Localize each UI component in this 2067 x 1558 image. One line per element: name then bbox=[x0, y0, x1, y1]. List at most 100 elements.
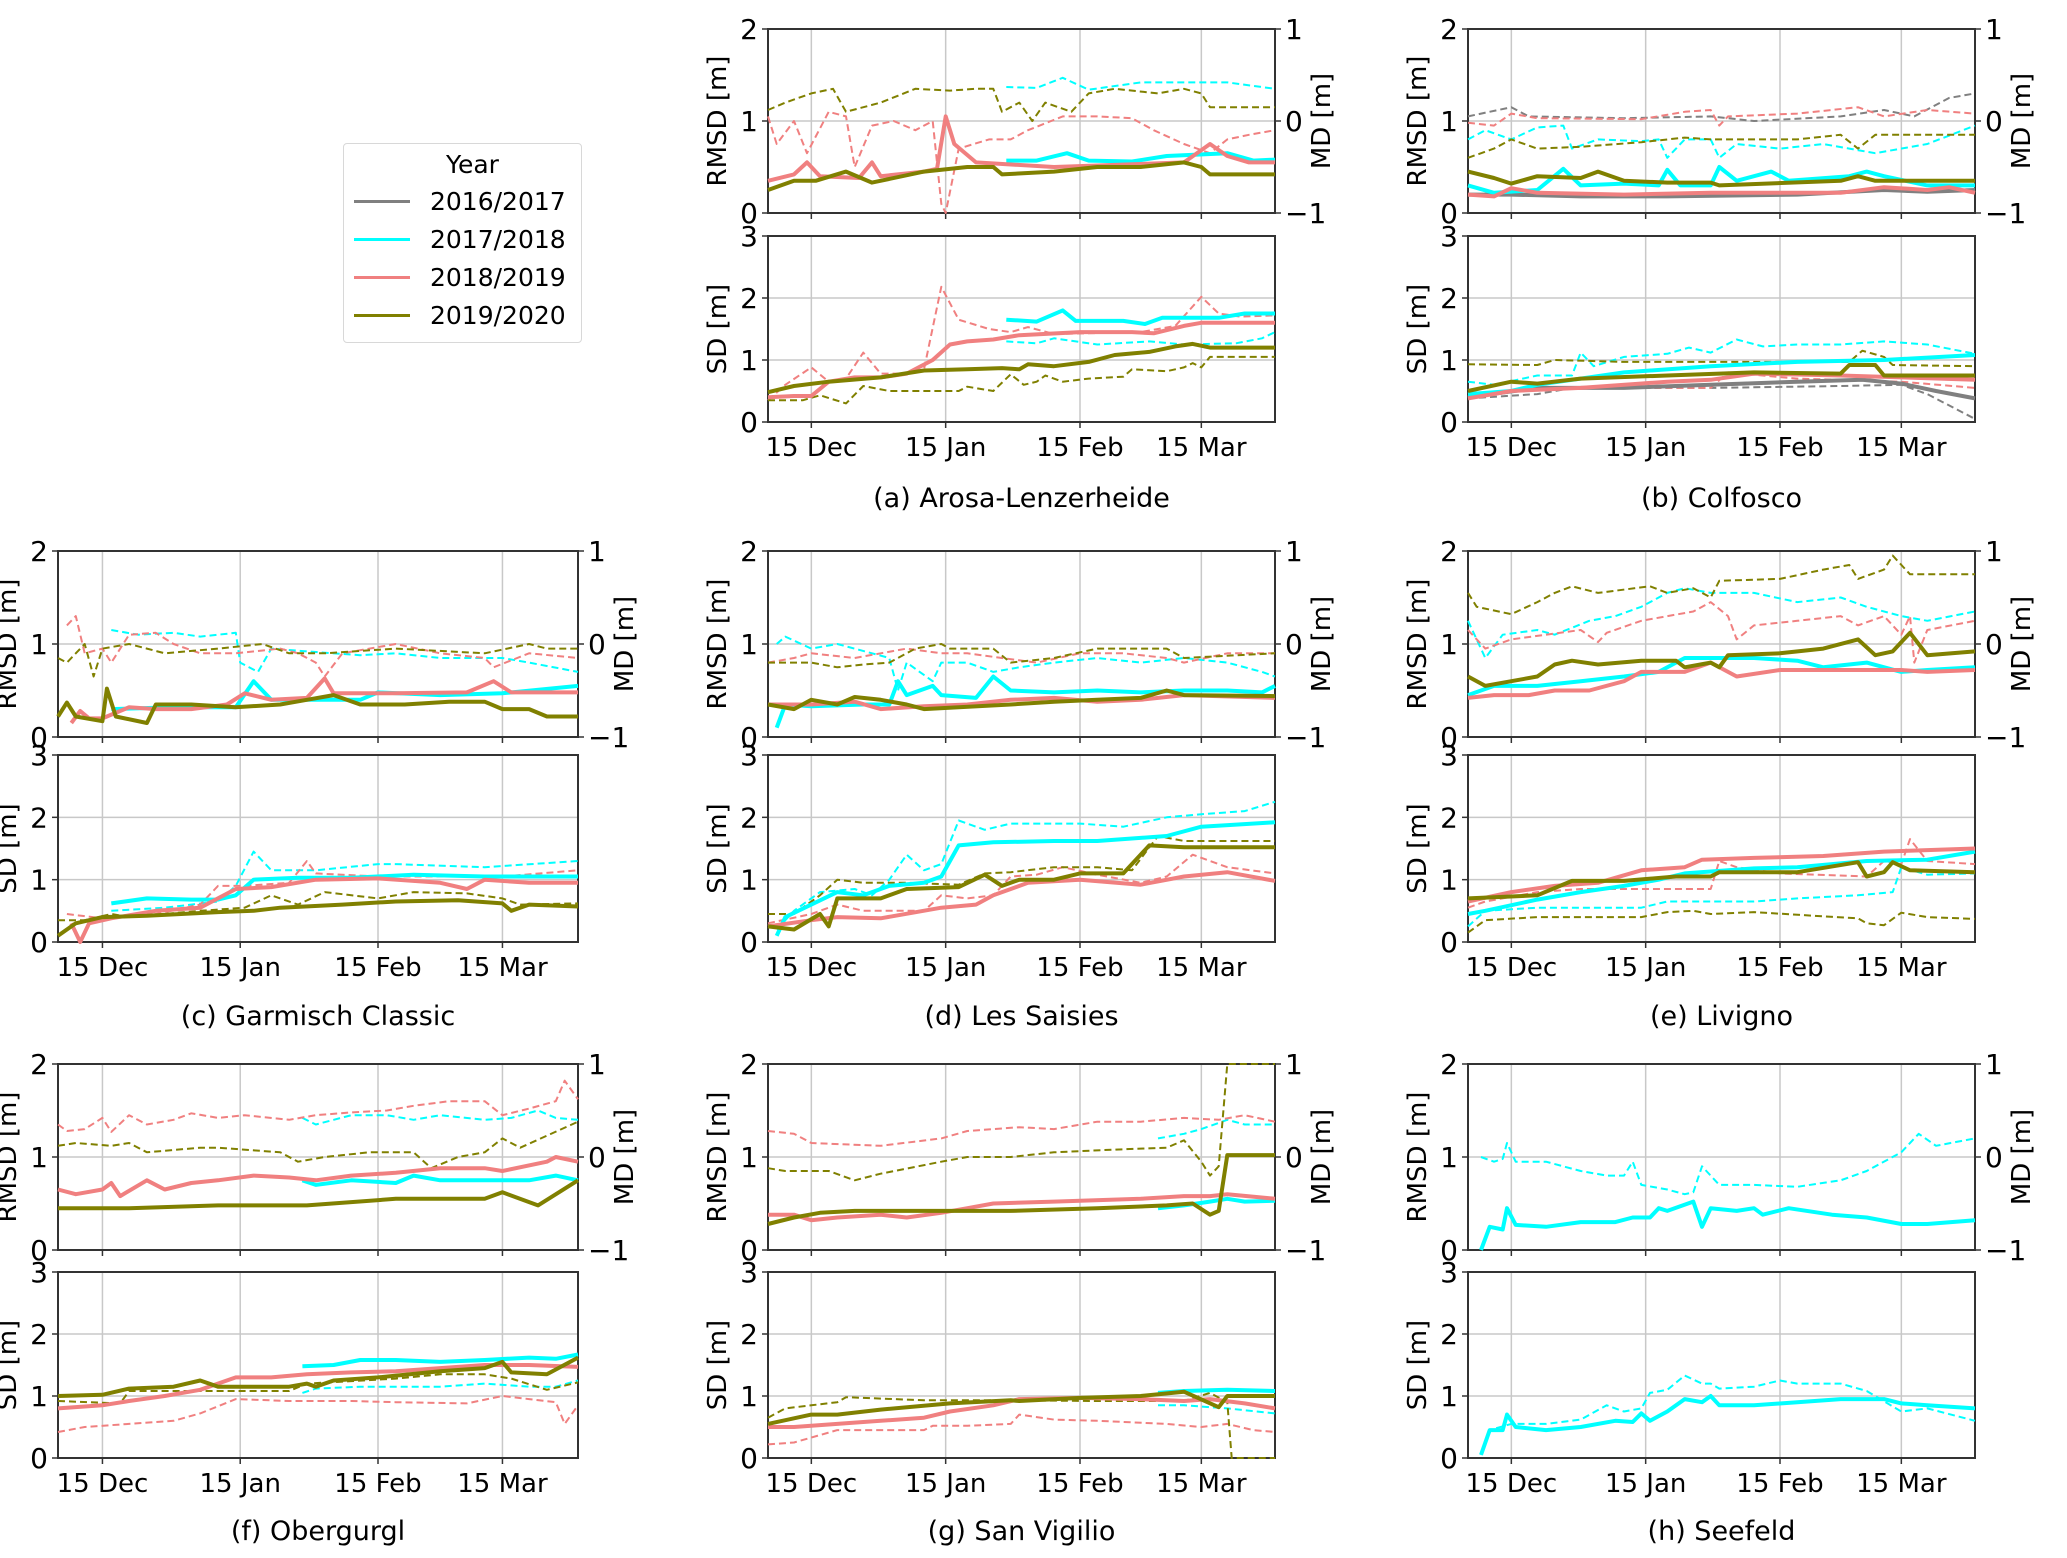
y-axis-label: SD [m] bbox=[1403, 1320, 1433, 1410]
rmsd-line-2019-2020 bbox=[767, 1153, 1275, 1226]
md-line-2017-2018 bbox=[1157, 1118, 1275, 1140]
x-tick-label: 15 Dec bbox=[57, 953, 149, 983]
md-line-2018-2019 bbox=[1467, 106, 1976, 127]
y-axis-label-right: MD [m] bbox=[1307, 73, 1337, 169]
sd-ref-line-2018-2019 bbox=[57, 1395, 579, 1433]
y-tick-label: 0 bbox=[30, 1442, 48, 1475]
y-tick-label-right: 0 bbox=[1985, 628, 2003, 661]
x-tick-label: 15 Dec bbox=[765, 1469, 857, 1499]
rmsd-line-2019-2020 bbox=[56, 686, 578, 725]
y-tick-label: 0 bbox=[30, 926, 48, 959]
panel-title: (f) Obergurgl bbox=[231, 1516, 405, 1547]
sd-ref-line-2016-2017 bbox=[1467, 383, 1976, 420]
sd-ref-line-2017-2018 bbox=[1467, 338, 1976, 386]
rmsd-line-2019-2020 bbox=[58, 1178, 580, 1211]
md-line-2018-2019 bbox=[767, 110, 1276, 214]
y-tick-label: 0 bbox=[1440, 721, 1458, 754]
y-tick-label: 2 bbox=[740, 535, 758, 568]
panel-title: (e) Livigno bbox=[1650, 1001, 1793, 1032]
x-tick-label: 15 Jan bbox=[200, 1469, 281, 1499]
x-tick-label: 15 Mar bbox=[1156, 953, 1247, 983]
y-axis-label-right: MD [m] bbox=[1307, 596, 1337, 692]
x-tick-label: 15 Dec bbox=[1465, 953, 1557, 983]
y-tick-label: 1 bbox=[1440, 864, 1458, 897]
y-axis-label: RMSD [m] bbox=[703, 579, 733, 710]
x-tick-label: 15 Jan bbox=[1605, 953, 1686, 983]
y-axis-label-right: MD [m] bbox=[1307, 1109, 1337, 1205]
y-tick-label: 1 bbox=[740, 864, 758, 897]
legend-entry: 2019/2020 bbox=[354, 296, 566, 334]
y-tick-label: 3 bbox=[1440, 739, 1458, 772]
y-tick-label-right: 0 bbox=[1285, 1141, 1303, 1174]
legend-swatch bbox=[354, 313, 410, 317]
panel-title: (a) Arosa-Lenzerheide bbox=[873, 483, 1170, 514]
md-line-2019-2020 bbox=[1467, 554, 1975, 616]
y-tick-label: 3 bbox=[1440, 1256, 1458, 1289]
x-tick-label: 15 Mar bbox=[1856, 1469, 1947, 1499]
y-tick-label: 3 bbox=[30, 1256, 48, 1289]
y-tick-label-right: −1 bbox=[1985, 721, 2026, 754]
rmsd-line-2017-2018 bbox=[1479, 1199, 1976, 1251]
y-tick-label: 1 bbox=[1440, 105, 1458, 138]
x-tick-label: 15 Feb bbox=[1736, 1469, 1823, 1499]
y-tick-label-right: 1 bbox=[1985, 13, 2003, 46]
y-tick-label-right: 1 bbox=[588, 1048, 606, 1081]
x-tick-label: 15 Feb bbox=[1736, 953, 1823, 983]
y-tick-label-right: 1 bbox=[1285, 1048, 1303, 1081]
md-line-2017-2018 bbox=[1006, 76, 1276, 91]
y-tick-label-right: −1 bbox=[588, 721, 629, 754]
legend: Year 2016/2017 2017/2018 2018/2019 2019/… bbox=[343, 143, 582, 343]
y-tick-label-right: 0 bbox=[1285, 105, 1303, 138]
md-line-2017-2018 bbox=[1467, 587, 1976, 659]
y-tick-label: 3 bbox=[740, 739, 758, 772]
y-tick-label: 0 bbox=[30, 1234, 48, 1267]
y-tick-label: 1 bbox=[1440, 1141, 1458, 1174]
y-tick-label-right: −1 bbox=[1285, 721, 1326, 754]
md-line-2019-2020 bbox=[767, 1063, 1275, 1182]
y-tick-label: 1 bbox=[740, 1141, 758, 1174]
x-tick-label: 15 Mar bbox=[1156, 433, 1247, 463]
y-axis-label: RMSD [m] bbox=[1403, 579, 1433, 710]
y-tick-label: 1 bbox=[1440, 1380, 1458, 1413]
y-tick-label: 0 bbox=[740, 197, 758, 230]
rmsd-line-2017-2018 bbox=[1006, 151, 1276, 164]
md-line-2017-2018 bbox=[776, 635, 1276, 692]
sd-line-2017-2018 bbox=[774, 820, 1276, 937]
y-tick-label: 2 bbox=[740, 1048, 758, 1081]
sd-ref-line-2019-2020 bbox=[768, 355, 1275, 405]
sd-ref-line-2018-2019 bbox=[767, 853, 1276, 925]
y-tick-label: 1 bbox=[30, 628, 48, 661]
x-tick-label: 15 Feb bbox=[334, 953, 421, 983]
rmsd-line-2019-2020 bbox=[767, 688, 1276, 712]
x-tick-label: 15 Feb bbox=[1736, 433, 1823, 463]
y-tick-label: 0 bbox=[740, 1234, 758, 1267]
rmsd-line-2018-2019 bbox=[1467, 185, 1976, 199]
sd-line-2018-2019 bbox=[69, 876, 578, 944]
y-tick-label-right: 1 bbox=[1285, 13, 1303, 46]
legend-title: Year bbox=[446, 150, 499, 179]
md-line-2019-2020 bbox=[57, 1120, 579, 1170]
y-tick-label: 1 bbox=[740, 1380, 758, 1413]
y-tick-label: 1 bbox=[740, 628, 758, 661]
x-tick-label: 15 Feb bbox=[334, 1469, 421, 1499]
panel-title: (h) Seefeld bbox=[1648, 1516, 1796, 1547]
y-tick-label-right: 0 bbox=[1985, 1141, 2003, 1174]
rmsd-line-2017-2018 bbox=[301, 1173, 579, 1187]
y-tick-label: 2 bbox=[30, 1318, 48, 1351]
rmsd-line-2018-2019 bbox=[1467, 660, 1976, 700]
y-tick-label: 1 bbox=[30, 864, 48, 897]
md-line-2019-2020 bbox=[768, 643, 1276, 669]
md-line-2018-2019 bbox=[1467, 601, 1976, 664]
sd-line-2017-2018 bbox=[111, 872, 578, 906]
md-line-2019-2020 bbox=[57, 643, 578, 678]
y-tick-label: 1 bbox=[30, 1141, 48, 1174]
y-axis-label-right: MD [m] bbox=[610, 1109, 640, 1205]
sd-line-2017-2018 bbox=[1006, 308, 1275, 326]
y-tick-label-right: 1 bbox=[1985, 535, 2003, 568]
sd-ref-line-2017-2018 bbox=[775, 800, 1276, 931]
y-tick-label: 2 bbox=[30, 1048, 48, 1081]
y-tick-label: 1 bbox=[1440, 344, 1458, 377]
y-axis-label: SD [m] bbox=[0, 803, 23, 893]
